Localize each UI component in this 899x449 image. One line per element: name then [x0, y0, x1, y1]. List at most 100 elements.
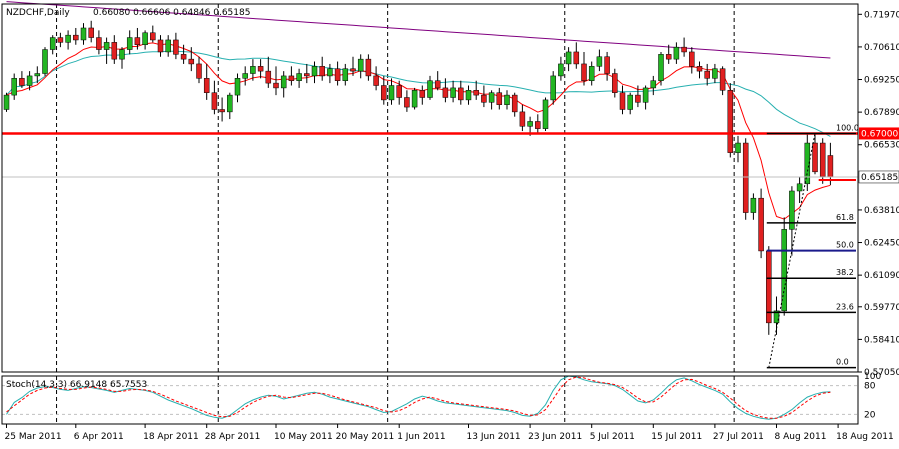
candle-body [481, 94, 487, 103]
candle-body [758, 197, 764, 252]
current-price-box [858, 170, 899, 184]
candle-body [827, 155, 834, 178]
candle-body [627, 94, 633, 110]
x-tick-label: 23 Jun 2011 [528, 432, 582, 442]
candle-body [750, 197, 757, 213]
candle-body [296, 73, 302, 81]
candle-body [573, 51, 580, 65]
candle-body [542, 99, 549, 129]
candle-body [458, 87, 464, 101]
y-tick-label: 0.70610 [864, 43, 899, 53]
candle-body [781, 229, 787, 312]
candle-body [165, 39, 171, 53]
candle-body [504, 94, 510, 105]
candle-body [273, 82, 279, 89]
candle-body [227, 94, 233, 113]
candle-body [365, 58, 372, 77]
stoch-label: Stoch(14,3,3) 66.9148 65.7553 [6, 380, 147, 390]
candle-body [150, 32, 156, 41]
candle-body [434, 80, 441, 89]
candle-body [288, 75, 295, 81]
y-tick-label: 0.57050 [864, 368, 899, 378]
candle-body [142, 32, 148, 46]
candle-body [396, 85, 402, 98]
stoch-pane-frame [1, 375, 859, 425]
fib-level-label: 61.8 [836, 213, 854, 222]
candle-body [735, 142, 741, 153]
candle-body [427, 80, 433, 98]
levels-layer: 0.67000 0.65185 [2, 127, 899, 184]
grid-layer [2, 4, 858, 424]
level-price-box [859, 127, 899, 140]
candle-body [388, 85, 395, 101]
y-tick-label: 0.69250 [864, 76, 899, 86]
candle-body [280, 75, 287, 89]
y-tick-label: 0.58410 [864, 335, 899, 345]
y-tick-label: 0.61090 [864, 271, 899, 281]
candle-body [180, 54, 187, 60]
fib-level-label: 23.6 [836, 302, 854, 311]
candle-body [796, 183, 803, 192]
candle-body [373, 75, 379, 86]
candle-body [219, 109, 225, 113]
level-price-label: 0.67000 [861, 129, 898, 139]
y-tick-label: 0.71970 [864, 10, 899, 20]
stoch-tick-label: 80 [864, 382, 876, 392]
candle-body [42, 49, 48, 74]
candle-body [804, 142, 811, 185]
candle-body [57, 37, 64, 43]
fib-level-label: 50.0 [836, 241, 854, 250]
candle-body [581, 63, 587, 81]
candle-body [11, 78, 17, 96]
ohlc-readout: 0.66080 0.66606 0.64846 0.65185 [93, 8, 250, 18]
candle-body [342, 68, 349, 81]
candle-body [465, 90, 472, 101]
y-tick-label: 0.67890 [864, 108, 899, 118]
candle-body [519, 111, 526, 127]
symbol-label: NZDCHF,Daily [6, 8, 70, 18]
candle-body [511, 94, 518, 113]
candle-body [88, 27, 94, 38]
candle-body [812, 142, 818, 173]
candle-body [565, 51, 572, 65]
candle-body [712, 68, 718, 79]
candle-body [665, 54, 672, 60]
candle-body [819, 142, 826, 177]
x-tick-label: 15 Jul 2011 [651, 432, 702, 442]
candle-body [34, 73, 41, 77]
ma-mid-line [6, 50, 831, 137]
ma-slow-line [6, 1, 831, 59]
candle-body [704, 70, 710, 79]
candle-body [49, 37, 56, 50]
x-tick-label: 28 Apr 2011 [205, 432, 261, 442]
candle-body [357, 58, 364, 72]
fib-level-label: 100.0 [836, 123, 859, 132]
stoch-tick-label: 100 [864, 372, 881, 382]
x-tick-label: 18 Apr 2011 [143, 432, 199, 442]
candle-body [527, 121, 533, 127]
candle-body [157, 39, 164, 53]
candle-body [3, 94, 10, 110]
x-tick-label: 5 Jul 2011 [590, 432, 635, 442]
candle-body [442, 87, 449, 98]
candle-body [188, 58, 195, 65]
fib-level-label: 38.2 [836, 268, 854, 277]
x-tick-label: 10 May 2011 [274, 432, 333, 442]
candle-body [596, 56, 603, 67]
candle-body [658, 54, 664, 81]
candle-body [588, 66, 595, 81]
candle-body [242, 73, 248, 79]
candle-body [203, 78, 210, 93]
candle-body [65, 34, 71, 43]
y-tick-label: 0.63810 [864, 206, 899, 216]
candle-body [350, 68, 356, 72]
x-tick-label: 1 Jun 2011 [397, 432, 445, 442]
candle-body [173, 39, 179, 55]
candle-body [535, 121, 541, 129]
y-tick-label: 0.59770 [864, 303, 899, 313]
candle-body [73, 34, 79, 41]
candle-body [558, 63, 564, 77]
x-tick-label: 13 Jun 2011 [467, 432, 521, 442]
